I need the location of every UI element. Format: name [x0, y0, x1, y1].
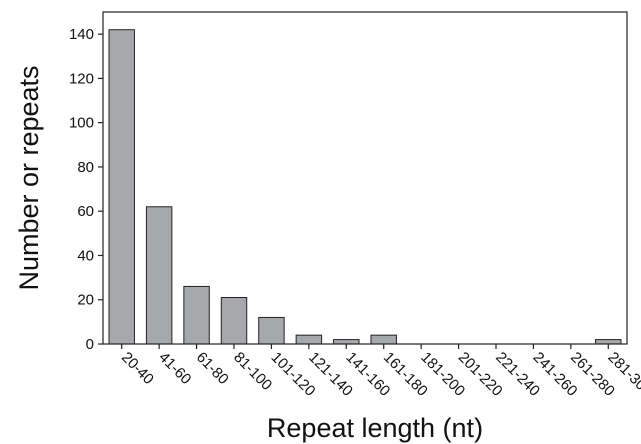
bar	[183, 285, 210, 345]
y-tick-label: 80	[77, 159, 94, 176]
y-tick-label: 60	[77, 203, 94, 220]
bar	[370, 334, 397, 345]
y-tick-label: 20	[77, 292, 94, 309]
y-tick-label: 100	[69, 115, 94, 132]
bar	[333, 339, 360, 345]
bar	[220, 297, 248, 345]
x-axis-label: Repeat length (nt)	[267, 413, 483, 443]
y-tick-label: 0	[86, 336, 94, 353]
bar	[108, 29, 135, 345]
y-tick-label: 40	[77, 247, 94, 264]
bars-group	[108, 29, 622, 345]
y-axis: 0 20 40 60 80 100 120 140	[69, 26, 103, 353]
bar	[595, 339, 622, 345]
x-tick-label: 81-100	[230, 349, 275, 394]
x-tick-label: 41-60	[155, 349, 194, 388]
plot-frame	[102, 11, 628, 345]
bar	[295, 334, 323, 345]
y-axis-label: Number or repeats	[14, 65, 44, 290]
x-tick-label: 61-80	[193, 349, 232, 388]
y-tick-label: 120	[69, 70, 94, 87]
x-tick-label: 20-40	[118, 349, 157, 388]
y-tick-label: 140	[69, 26, 94, 43]
bar	[258, 316, 285, 345]
bar	[145, 206, 173, 345]
x-axis: 20-4041-6061-8081-100101-120121-140141-1…	[118, 344, 641, 400]
